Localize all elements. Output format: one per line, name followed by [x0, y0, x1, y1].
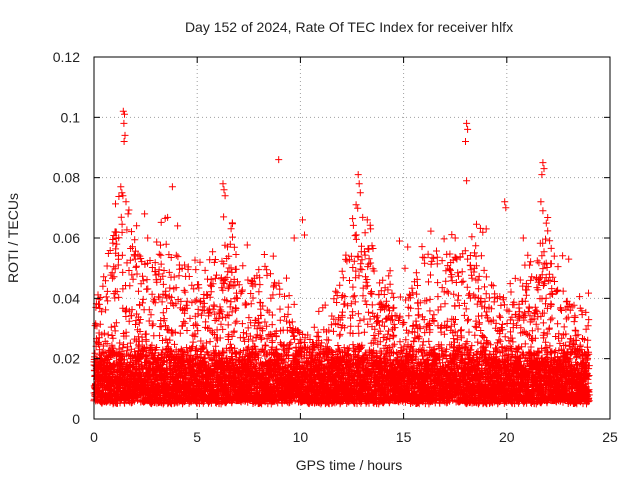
y-tick-label: 0.04 — [53, 290, 80, 306]
x-tick-labels: 0 5 10 15 20 25 — [90, 429, 618, 445]
y-tick-label: 0.02 — [53, 351, 80, 367]
x-tick-label: 0 — [90, 429, 98, 445]
y-tick-label: 0.12 — [53, 49, 80, 65]
axis-ticks — [93, 56, 611, 420]
x-tick-label: 25 — [602, 429, 618, 445]
x-tick-label: 5 — [193, 429, 201, 445]
y-tick-label: 0.1 — [61, 109, 81, 125]
roti-series-marks — [90, 107, 593, 408]
x-tick-label: 15 — [396, 429, 412, 445]
x-tick-label: 10 — [293, 429, 309, 445]
x-axis-label: GPS time / hours — [296, 457, 403, 473]
grid-lines — [94, 57, 610, 419]
data-points — [90, 107, 593, 408]
chart-title: Day 152 of 2024, Rate Of TEC Index for r… — [185, 19, 513, 35]
y-tick-label: 0.08 — [53, 170, 80, 186]
y-tick-labels: 0 0.02 0.04 0.06 0.08 0.1 0.12 — [53, 49, 80, 427]
y-tick-label: 0.06 — [53, 230, 80, 246]
y-tick-label: 0 — [72, 411, 80, 427]
y-axis-label: ROTI / TECUs — [5, 193, 21, 283]
x-tick-label: 20 — [499, 429, 515, 445]
